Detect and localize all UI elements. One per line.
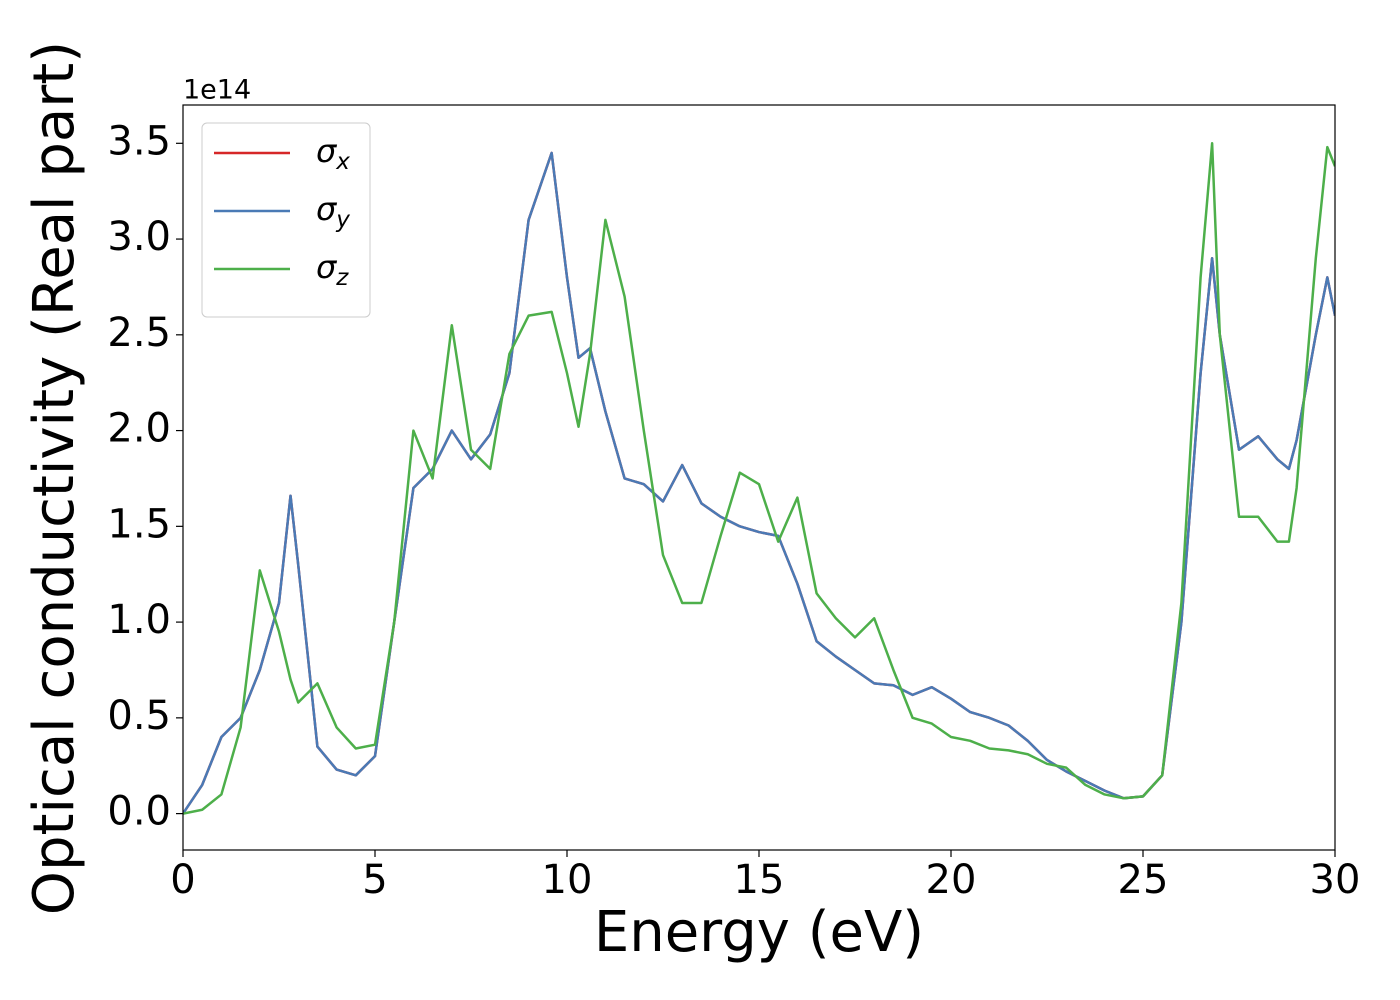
x-tick-label: 30 [1310, 857, 1361, 903]
y-offset-label: 1e14 [183, 75, 251, 106]
y-tick-label: 3.5 [107, 118, 171, 164]
line-series [183, 142, 1335, 815]
plot-frame [182, 104, 1336, 851]
x-tick-label: 10 [542, 857, 593, 903]
legend-label: σy [316, 190, 350, 233]
x-tick-label: 0 [170, 857, 195, 903]
legend-label: σx [316, 132, 350, 175]
y-axis-label: Optical conductivity (Real part) [22, 41, 87, 915]
y-tick-label: 0.0 [107, 789, 171, 835]
legend-label: σz [316, 248, 349, 291]
y-tick-label: 2.5 [107, 310, 171, 356]
y-tick-label: 3.0 [107, 214, 171, 260]
y-tick-label: 1.0 [107, 597, 171, 643]
x-tick-label: 15 [734, 857, 785, 903]
x-tick-label: 5 [362, 857, 387, 903]
line-series [183, 151, 1335, 815]
y-tick-label: 0.5 [107, 693, 171, 739]
x-tick-label: 20 [926, 857, 977, 903]
y-tick-label: 1.5 [107, 501, 171, 547]
plot-area [183, 142, 1335, 815]
x-tick-label: 25 [1118, 857, 1169, 903]
x-axis-label: Energy (eV) [594, 900, 924, 965]
y-tick-label: 2.0 [107, 406, 171, 452]
